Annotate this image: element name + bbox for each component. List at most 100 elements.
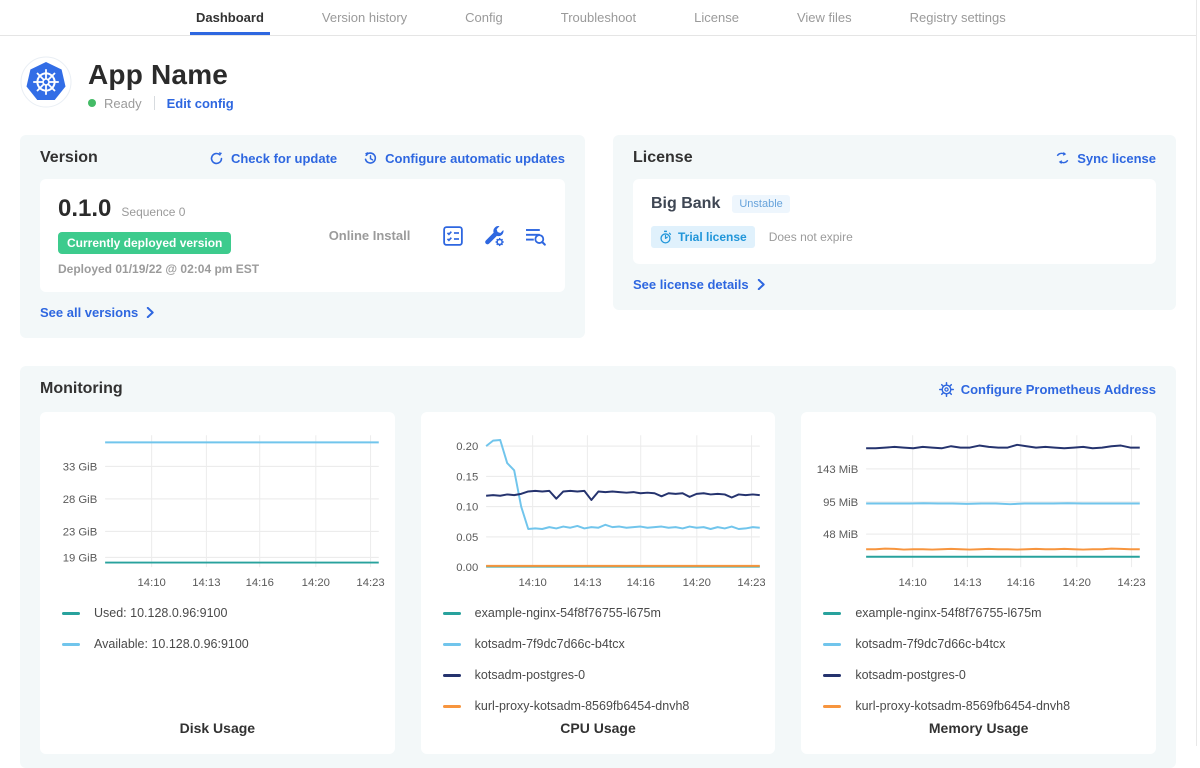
app-status: Ready bbox=[104, 96, 142, 111]
legend-label: kotsadm-7f9dc7d66c-b4tcx bbox=[855, 637, 1005, 651]
legend-item: kotsadm-7f9dc7d66c-b4tcx bbox=[443, 637, 766, 651]
check-for-update-link[interactable]: Check for update bbox=[209, 151, 337, 166]
svg-text:19 GiB: 19 GiB bbox=[63, 552, 98, 564]
tab-version-history[interactable]: Version history bbox=[316, 0, 413, 35]
edit-config-link[interactable]: Edit config bbox=[167, 96, 234, 111]
see-license-details-link[interactable]: See license details bbox=[633, 277, 767, 292]
svg-text:0.00: 0.00 bbox=[456, 562, 478, 574]
svg-text:0.05: 0.05 bbox=[456, 532, 478, 544]
kubernetes-logo-icon bbox=[20, 56, 72, 113]
license-card-title: License bbox=[633, 149, 693, 167]
legend-item: Used: 10.128.0.96:9100 bbox=[62, 606, 385, 620]
svg-text:14:23: 14:23 bbox=[1118, 577, 1146, 589]
deploy-logs-button[interactable] bbox=[523, 224, 547, 248]
kots-dashboard-page: Dashboard Version history Config Troublesho… bbox=[0, 0, 1197, 746]
svg-text:14:16: 14:16 bbox=[626, 577, 654, 589]
svg-text:14:20: 14:20 bbox=[682, 577, 710, 589]
legend-item: kurl-proxy-kotsadm-8569fb6454-dnvh8 bbox=[823, 699, 1146, 713]
preflight-checks-button[interactable] bbox=[441, 224, 465, 248]
refresh-icon bbox=[209, 151, 224, 166]
license-type-badge: Trial license bbox=[651, 226, 755, 248]
legend-item: kotsadm-postgres-0 bbox=[823, 668, 1146, 682]
svg-text:23 GiB: 23 GiB bbox=[63, 526, 98, 538]
legend-dash bbox=[823, 705, 841, 708]
memory-usage-chart[interactable]: 143 MiB95 MiB48 MiB14:1014:1314:1614:201… bbox=[811, 426, 1146, 594]
legend-dash bbox=[62, 612, 80, 615]
main-content: App Name Ready Edit config Version bbox=[0, 36, 1196, 768]
legend-item: Available: 10.128.0.96:9100 bbox=[62, 637, 385, 651]
gear-icon bbox=[939, 382, 954, 397]
configure-prometheus-link[interactable]: Configure Prometheus Address bbox=[939, 382, 1156, 397]
tab-dashboard[interactable]: Dashboard bbox=[190, 0, 270, 35]
legend-item: example-nginx-54f8f76755-l675m bbox=[443, 606, 766, 620]
sync-icon bbox=[1055, 151, 1070, 165]
legend-dash bbox=[823, 612, 841, 615]
divider bbox=[154, 96, 155, 110]
legend-item: kurl-proxy-kotsadm-8569fb6454-dnvh8 bbox=[443, 699, 766, 713]
legend-label: Available: 10.128.0.96:9100 bbox=[94, 637, 249, 651]
disk-usage-legend: Used: 10.128.0.96:9100 Available: 10.128.… bbox=[62, 606, 385, 651]
legend-dash bbox=[443, 674, 461, 677]
svg-text:48 MiB: 48 MiB bbox=[823, 529, 858, 541]
svg-text:14:10: 14:10 bbox=[518, 577, 546, 589]
svg-text:0.20: 0.20 bbox=[456, 441, 478, 453]
svg-text:14:16: 14:16 bbox=[246, 577, 274, 589]
chart-title: CPU Usage bbox=[431, 720, 766, 738]
version-card: Version Check for update bbox=[20, 135, 585, 338]
configure-automatic-updates-link[interactable]: Configure automatic updates bbox=[363, 151, 565, 166]
svg-text:0.15: 0.15 bbox=[456, 471, 478, 483]
legend-label: example-nginx-54f8f76755-l675m bbox=[475, 606, 661, 620]
chart-title: Memory Usage bbox=[811, 720, 1146, 738]
legend-label: Used: 10.128.0.96:9100 bbox=[94, 606, 227, 620]
svg-text:28 GiB: 28 GiB bbox=[63, 494, 98, 506]
customer-name: Big Bank bbox=[651, 195, 720, 213]
memory-usage-legend: example-nginx-54f8f76755-l675m kotsadm-7f… bbox=[823, 606, 1146, 713]
chevron-right-icon bbox=[145, 307, 156, 318]
stopwatch-icon bbox=[659, 230, 672, 244]
deployed-badge: Currently deployed version bbox=[58, 232, 231, 254]
svg-text:14:13: 14:13 bbox=[573, 577, 601, 589]
disk-usage-chart[interactable]: 33 GiB28 GiB23 GiB19 GiB14:1014:1314:161… bbox=[50, 426, 385, 594]
legend-item: kotsadm-postgres-0 bbox=[443, 668, 766, 682]
app-header: App Name Ready Edit config bbox=[20, 56, 1176, 113]
preflight-checks-icon bbox=[441, 224, 465, 248]
tab-registry-settings[interactable]: Registry settings bbox=[904, 0, 1012, 35]
svg-text:14:23: 14:23 bbox=[356, 577, 384, 589]
tab-license[interactable]: License bbox=[688, 0, 745, 35]
schedule-update-icon bbox=[363, 151, 378, 166]
see-all-versions-link[interactable]: See all versions bbox=[40, 305, 156, 320]
chart-title: Disk Usage bbox=[50, 720, 385, 738]
svg-text:14:20: 14:20 bbox=[302, 577, 330, 589]
cpu-usage-chart-card: 0.200.150.100.050.0014:1014:1314:1614:20… bbox=[421, 412, 776, 754]
legend-label: kurl-proxy-kotsadm-8569fb6454-dnvh8 bbox=[475, 699, 690, 713]
license-card: License Sync license Big Bank bbox=[613, 135, 1176, 310]
config-tools-button[interactable] bbox=[482, 224, 506, 248]
version-card-title: Version bbox=[40, 149, 98, 167]
tab-config[interactable]: Config bbox=[459, 0, 509, 35]
tab-view-files[interactable]: View files bbox=[791, 0, 858, 35]
svg-text:33 GiB: 33 GiB bbox=[63, 461, 98, 473]
channel-badge: Unstable bbox=[732, 195, 789, 213]
legend-dash bbox=[823, 674, 841, 677]
legend-dash bbox=[62, 643, 80, 646]
version-number: 0.1.0 bbox=[58, 195, 111, 223]
monitoring-section: Monitoring Configure Prometheus Address bbox=[20, 366, 1176, 768]
status-dot bbox=[88, 99, 96, 107]
memory-usage-chart-card: 143 MiB95 MiB48 MiB14:1014:1314:1614:201… bbox=[801, 412, 1156, 754]
svg-text:14:13: 14:13 bbox=[192, 577, 220, 589]
legend-label: kurl-proxy-kotsadm-8569fb6454-dnvh8 bbox=[855, 699, 1070, 713]
sync-license-link[interactable]: Sync license bbox=[1055, 151, 1156, 166]
svg-text:14:20: 14:20 bbox=[1063, 577, 1091, 589]
cpu-usage-chart[interactable]: 0.200.150.100.050.0014:1014:1314:1614:20… bbox=[431, 426, 766, 594]
legend-dash bbox=[443, 612, 461, 615]
disk-usage-chart-card: 33 GiB28 GiB23 GiB19 GiB14:1014:1314:161… bbox=[40, 412, 395, 754]
legend-label: kotsadm-7f9dc7d66c-b4tcx bbox=[475, 637, 625, 651]
monitoring-title: Monitoring bbox=[40, 380, 123, 398]
chevron-right-icon bbox=[756, 279, 767, 290]
legend-item: kotsadm-7f9dc7d66c-b4tcx bbox=[823, 637, 1146, 651]
svg-text:14:13: 14:13 bbox=[954, 577, 982, 589]
tab-troubleshoot[interactable]: Troubleshoot bbox=[555, 0, 642, 35]
svg-text:14:16: 14:16 bbox=[1007, 577, 1035, 589]
legend-dash bbox=[823, 643, 841, 646]
legend-item: example-nginx-54f8f76755-l675m bbox=[823, 606, 1146, 620]
